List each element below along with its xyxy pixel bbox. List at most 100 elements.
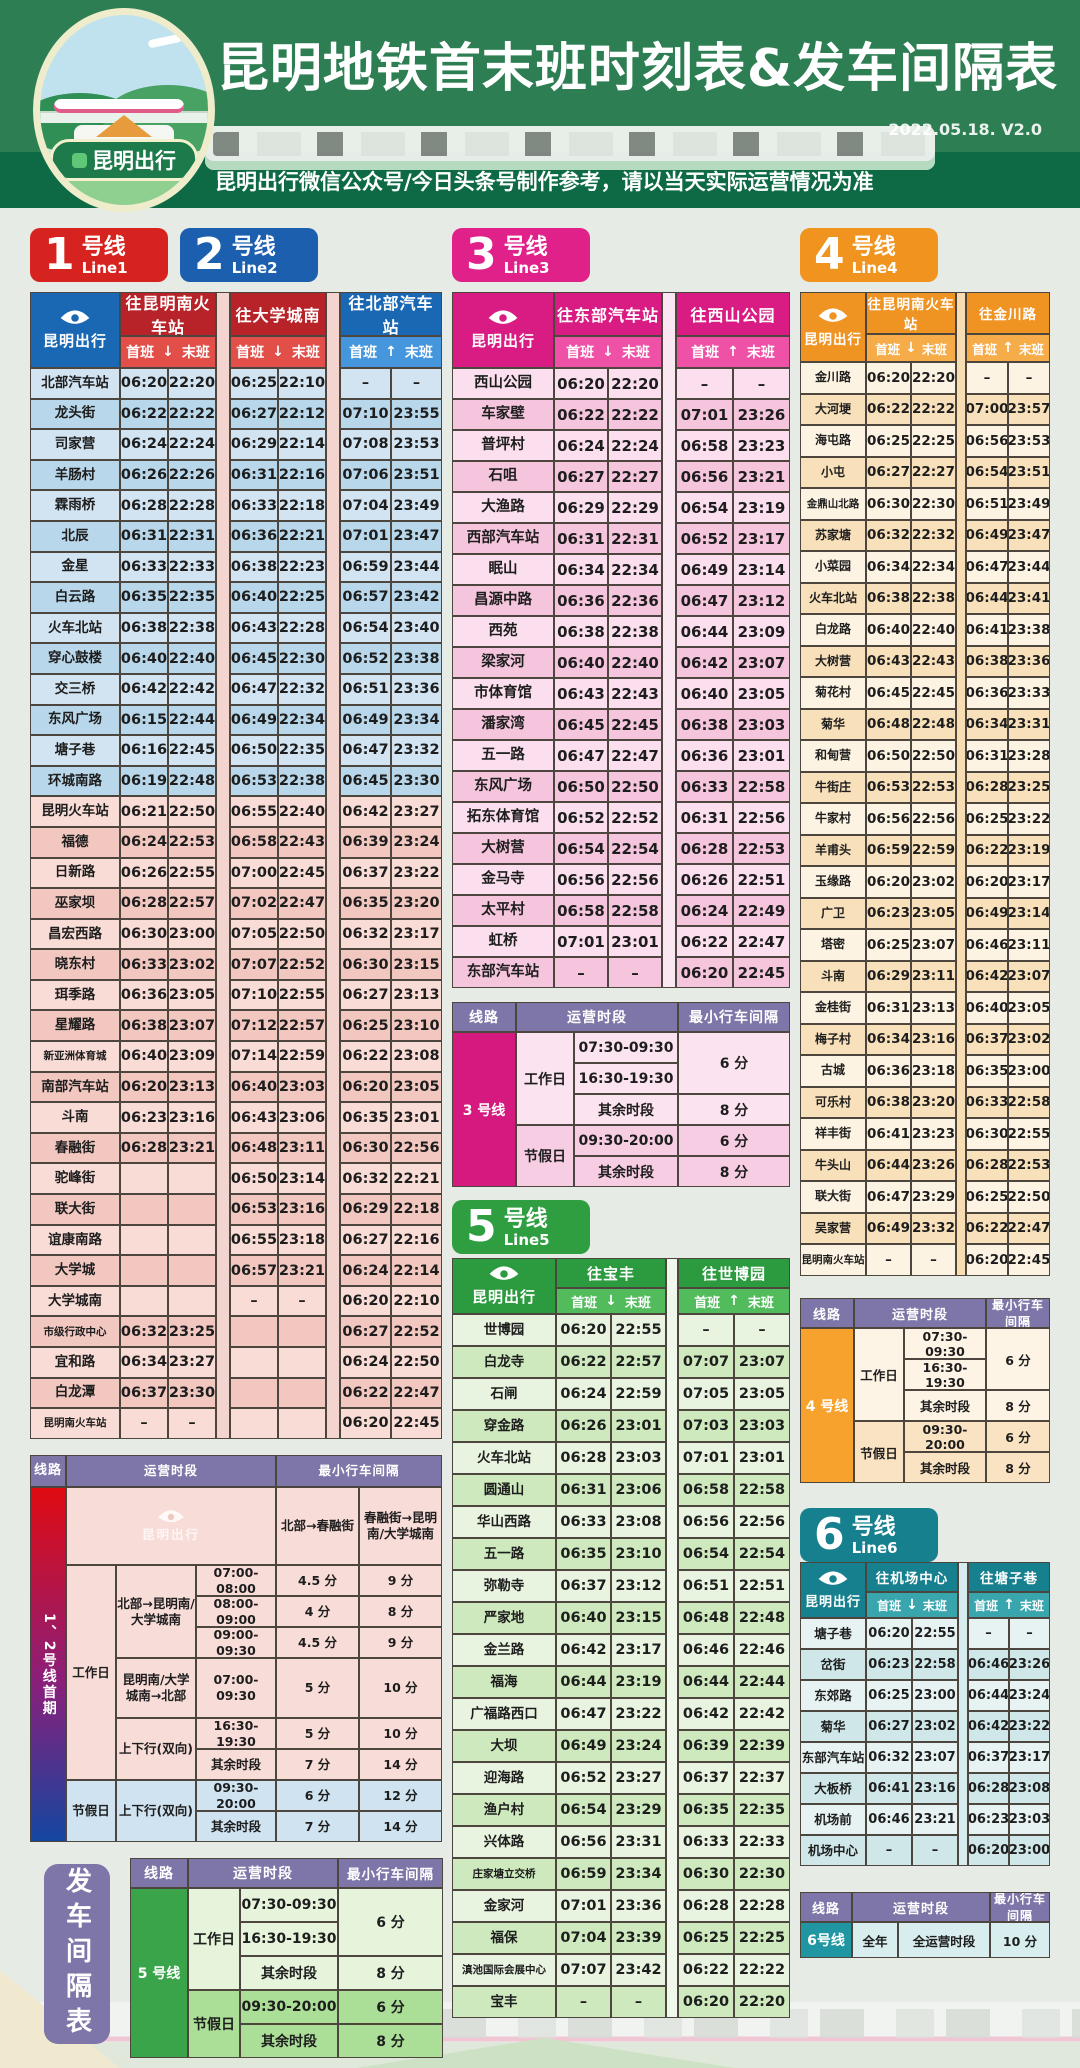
time-cell: 23:02 (912, 1711, 958, 1742)
time-cell: 23:30 (168, 1377, 216, 1409)
time-cell: 06:24 (120, 826, 168, 858)
station-cell: 星耀路 (30, 1010, 120, 1042)
time-cell: 23:17 (611, 1634, 666, 1666)
time-cell: 07:01 (676, 399, 733, 430)
time-cell: 23:27 (391, 796, 442, 827)
time-cell: 07:00 (966, 393, 1008, 425)
station-cell: 大坝 (452, 1730, 556, 1762)
time-cell: 06:29 (340, 1194, 391, 1225)
time-cell: 23:23 (911, 1118, 956, 1150)
line12-timetable: 昆明出行 往昆明南火车站 首班 ↓ 末班 往大学城南 首班 ↓ 末班 往北部汽车站 首班 ↑ 末班 北部汽… (30, 292, 442, 1439)
eye-logo-icon (488, 310, 518, 324)
station-cell: 渔户村 (452, 1794, 556, 1826)
station-cell: 穿金路 (452, 1410, 556, 1442)
time-cell: 23:15 (391, 949, 442, 980)
time-cell: 23:12 (733, 585, 790, 616)
time-cell: 22:38 (608, 616, 662, 647)
time-cell: 23:47 (391, 520, 442, 552)
station-cell: 可乐村 (800, 1086, 866, 1118)
station-cell: 兴体路 (452, 1826, 556, 1858)
time-cell: 22:50 (1008, 1181, 1050, 1213)
interval-line-label: 1、2号线首期 (30, 1487, 66, 1842)
station-cell: 白龙潭 (30, 1377, 120, 1409)
time-cell: 23:05 (1008, 992, 1050, 1024)
period-cell: 其余时段 (904, 1452, 986, 1483)
period-cell: 07:30-09:30 (904, 1328, 986, 1359)
period-cell: 16:30-19:30 (196, 1718, 276, 1749)
time-cell: 06:56 (554, 864, 608, 895)
time-cell: 23:42 (611, 1954, 666, 1986)
station-cell: 菊华 (800, 1711, 866, 1742)
interval-value: 8 分 (338, 1956, 443, 1990)
station-cell: 西山公园 (452, 368, 554, 399)
time-cell: 22:55 (278, 979, 326, 1011)
time-cell (278, 1408, 326, 1439)
station-cell: 小屯 (800, 456, 866, 488)
time-cell: 06:24 (556, 1378, 611, 1410)
time-cell: 23:01 (734, 1442, 790, 1474)
time-cell: 07:07 (230, 949, 278, 980)
station-cell: 市体育馆 (452, 678, 554, 709)
time-cell: 06:55 (230, 1224, 278, 1256)
time-cell: 23:07 (734, 1346, 790, 1378)
time-cell: 06:44 (966, 582, 1008, 614)
badge-en: Line4 (851, 258, 898, 277)
time-cell: 07:01 (554, 926, 608, 957)
time-cell: 23:05 (168, 979, 216, 1011)
holiday-cell: 节假日 (66, 1780, 116, 1842)
time-cell: 06:38 (554, 616, 608, 647)
station-cell: 东风广场 (452, 771, 554, 802)
station-cell: 海屯路 (800, 425, 866, 457)
badge-cn: 号线 (851, 1514, 896, 1540)
time-cell: 07:04 (340, 490, 391, 521)
time-cell: 06:39 (678, 1730, 734, 1762)
pair-gap (956, 292, 966, 1276)
line4-timetable: 昆明出行 往昆明南火车站 首班 ↓ 末班 往金川路 首班 ↑ 末班 金川路 06:20 22:20– –… (800, 292, 1050, 1276)
station-cell: 西苑 (452, 616, 554, 647)
time-cell: 06:31 (120, 520, 168, 552)
badge-cn: 号线 (231, 234, 276, 260)
time-cell: 22:50 (391, 1347, 442, 1378)
station-cell: 穿心鼓楼 (30, 643, 120, 674)
time-cell: 23:05 (911, 897, 956, 929)
interval-value: 10 分 (359, 1658, 442, 1718)
time-cell: 06:57 (230, 1255, 278, 1286)
time-cell: 22:48 (168, 765, 216, 797)
time-cell: 06:31 (966, 740, 1008, 772)
time-cell: 06:33 (556, 1506, 611, 1538)
interval-header-period: 运营时段 (854, 1298, 986, 1328)
time-cell: 22:42 (734, 1698, 790, 1730)
time-cell: 06:42 (120, 673, 168, 705)
time-cell: 22:54 (734, 1538, 790, 1570)
time-cell: – (554, 957, 608, 988)
badge-cn: 号线 (81, 234, 126, 260)
time-cell: – (391, 368, 442, 399)
time-cell: 06:49 (676, 554, 733, 585)
time-cell: 23:40 (391, 612, 442, 644)
station-cell: 联大街 (800, 1181, 866, 1213)
time-cell: 06:56 (678, 1506, 734, 1538)
time-cell: 06:59 (866, 834, 911, 866)
time-cell (120, 1255, 168, 1286)
time-cell: 06:19 (120, 765, 168, 797)
logo-banner-label: 昆明出行 (92, 149, 176, 173)
time-cell: 06:41 (866, 1773, 912, 1804)
direction-subheader: 北部→春融街 (276, 1487, 359, 1565)
direction-header: 往昆明南火车站 (120, 292, 216, 336)
time-cell: 22:51 (734, 1570, 790, 1602)
time-cell: 22:52 (391, 1316, 442, 1347)
time-cell: 22:45 (391, 1408, 442, 1439)
time-cell: 06:35 (340, 1102, 391, 1133)
station-cell: 斗南 (800, 960, 866, 992)
time-cell: 23:07 (912, 1742, 958, 1773)
time-cell: 07:01 (556, 1890, 611, 1922)
time-cell: 07:02 (230, 888, 278, 919)
time-cell: – (733, 368, 790, 399)
period-cell: 07:30-09:30 (240, 1888, 338, 1922)
subtitle-text: 昆明出行微信公众号/今日头条号制作参考，请以当天实际运营情况为准 (215, 170, 874, 194)
time-cell: 06:22 (340, 1041, 391, 1072)
direction-header: 往东部汽车站 (554, 292, 662, 336)
time-cell: 06:37 (966, 1023, 1008, 1055)
station-cell: 驼峰街 (30, 1163, 120, 1195)
